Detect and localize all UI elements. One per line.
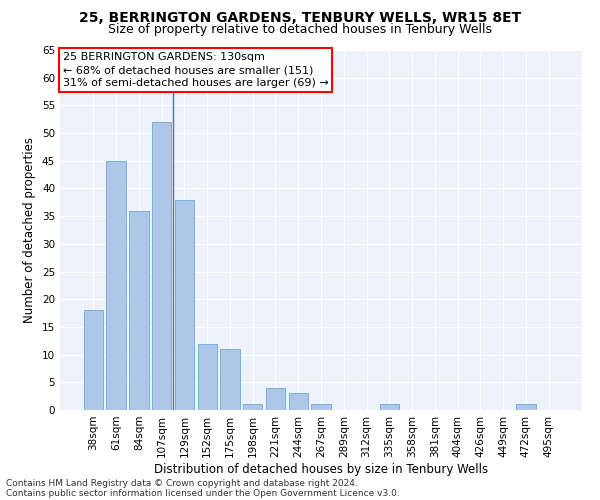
Bar	[106, 161, 126, 410]
Bar	[152, 122, 172, 410]
Bar	[197, 344, 217, 410]
Text: 25 BERRINGTON GARDENS: 130sqm
← 68% of detached houses are smaller (151)
31% of : 25 BERRINGTON GARDENS: 130sqm ← 68% of d…	[62, 52, 328, 88]
Bar	[84, 310, 103, 410]
Text: Contains public sector information licensed under the Open Government Licence v3: Contains public sector information licen…	[6, 488, 400, 498]
Y-axis label: Number of detached properties: Number of detached properties	[23, 137, 37, 323]
Text: Contains HM Land Registry data © Crown copyright and database right 2024.: Contains HM Land Registry data © Crown c…	[6, 478, 358, 488]
Bar	[175, 200, 194, 410]
Bar	[311, 404, 331, 410]
Bar	[380, 404, 399, 410]
Text: 25, BERRINGTON GARDENS, TENBURY WELLS, WR15 8ET: 25, BERRINGTON GARDENS, TENBURY WELLS, W…	[79, 11, 521, 25]
X-axis label: Distribution of detached houses by size in Tenbury Wells: Distribution of detached houses by size …	[154, 462, 488, 475]
Bar	[266, 388, 285, 410]
Bar	[516, 404, 536, 410]
Bar	[129, 210, 149, 410]
Bar	[220, 349, 239, 410]
Text: Size of property relative to detached houses in Tenbury Wells: Size of property relative to detached ho…	[108, 22, 492, 36]
Bar	[243, 404, 262, 410]
Bar	[289, 394, 308, 410]
